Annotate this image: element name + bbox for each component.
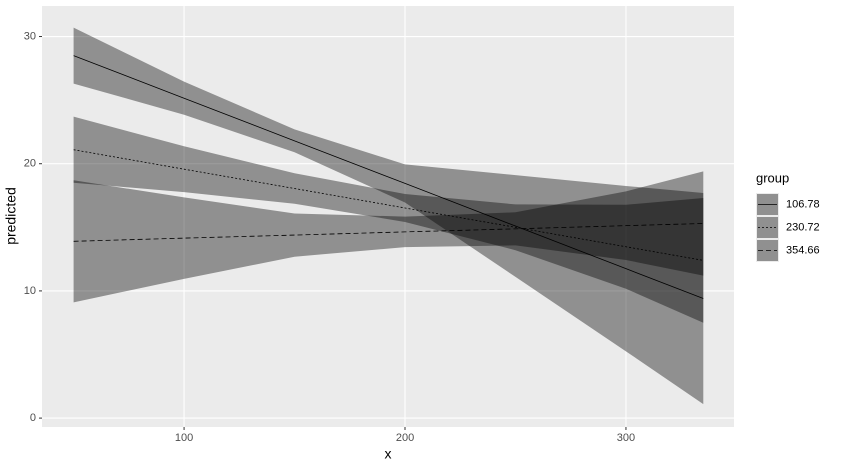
prediction-line	[73, 149, 704, 261]
legend-label: 106.78	[786, 198, 820, 210]
legend: 106.78 230.72 354.66	[756, 193, 820, 262]
x-tick-label: 300	[617, 432, 635, 444]
legend-label: 230.72	[786, 221, 820, 233]
prediction-line	[73, 223, 704, 242]
y-tick-label: 0	[30, 412, 36, 424]
panel-background	[42, 6, 734, 427]
y-tick-label: 10	[24, 285, 36, 297]
confidence-ribbon	[73, 27, 704, 405]
grid	[42, 6, 734, 427]
y-tick-label: 30	[24, 30, 36, 42]
confidence-ribbon	[73, 116, 704, 323]
confidence-ribbon	[73, 171, 704, 303]
ribbons	[73, 27, 704, 405]
axes: 100 200 300 0 10 20 30	[24, 30, 635, 443]
y-axis-title: predicted	[3, 187, 19, 245]
prediction-line	[73, 55, 704, 299]
y-tick-label: 20	[24, 158, 36, 170]
x-tick-label: 100	[175, 432, 193, 444]
x-axis-title: x	[385, 446, 392, 462]
lines	[73, 55, 704, 299]
legend-label: 354.66	[786, 244, 820, 256]
x-tick-label: 200	[396, 432, 414, 444]
legend-title: group	[756, 170, 789, 185]
